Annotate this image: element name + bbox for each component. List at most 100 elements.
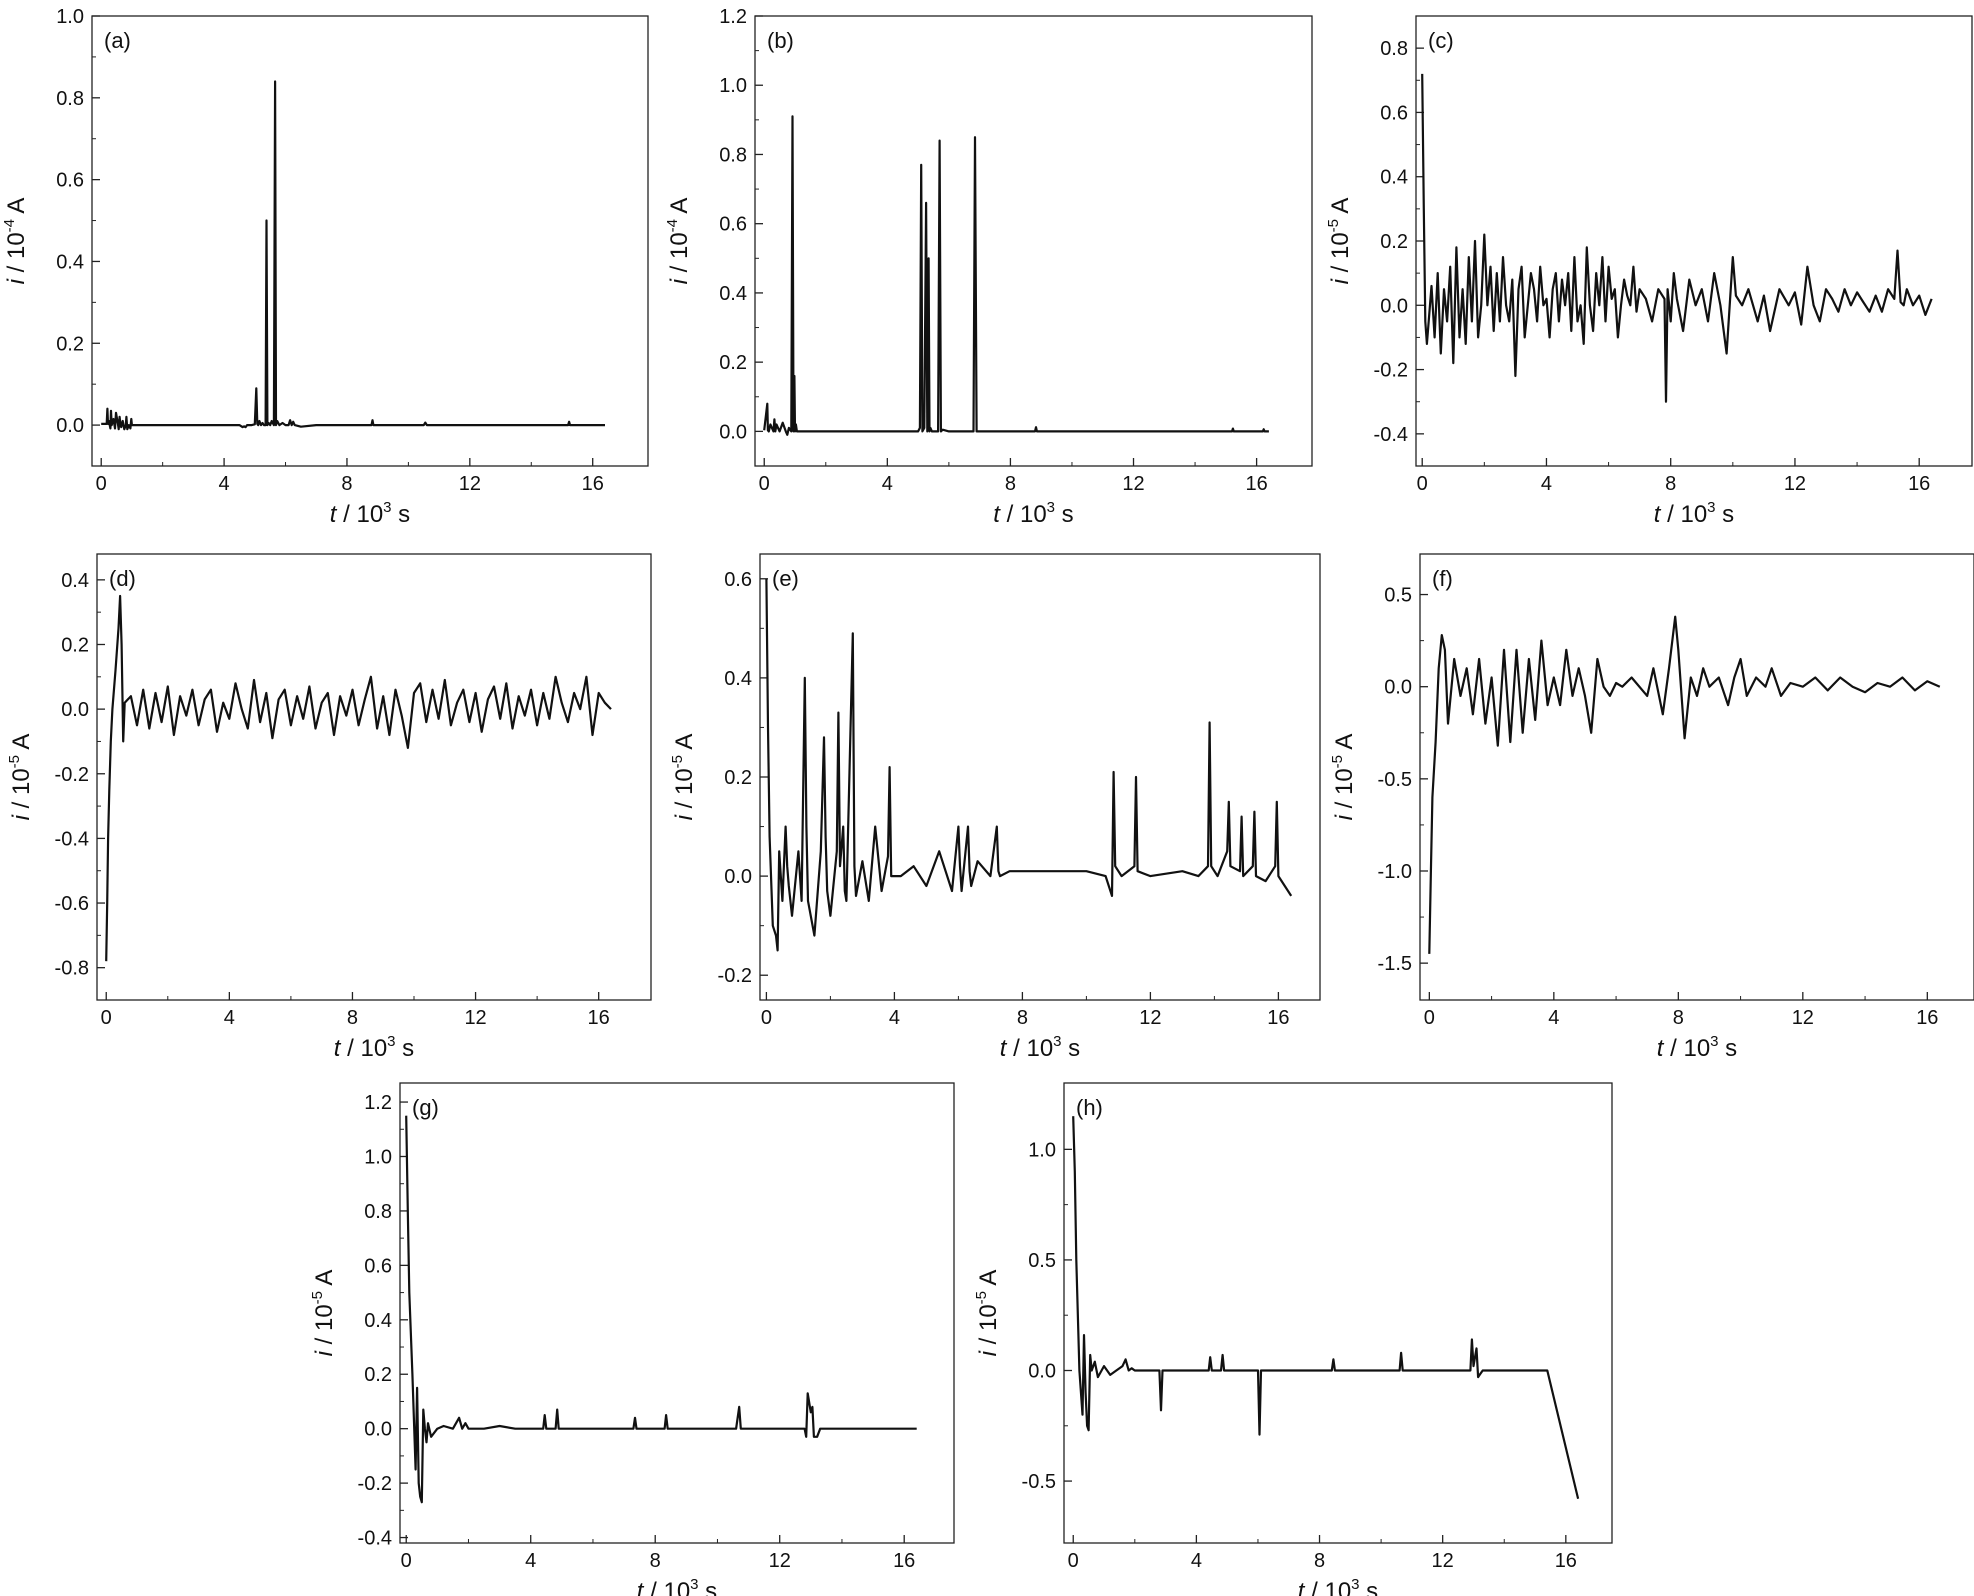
panel-c-y-tick-label: -0.2 <box>1374 360 1408 382</box>
panel-h-x-axis-var: t <box>1298 1578 1306 1596</box>
panel-c-y-axis-exp: -5 <box>1325 219 1342 232</box>
panel-h-series-line <box>1072 1116 1580 1500</box>
panel-f-x-axis-title: t / 103 s <box>1657 1033 1737 1062</box>
panel-f-y-axis-unit: A <box>1331 734 1358 755</box>
panel-e-y-tick-label: 0.6 <box>724 569 752 591</box>
panel-a-x-tick-label: 4 <box>219 473 230 495</box>
panel-c-x-axis-rest: / 10 <box>1660 501 1707 528</box>
panel-g-y-axis-unit: A <box>311 1270 338 1291</box>
panel-c-y-axis-title: i / 10-5 A <box>1325 198 1354 285</box>
panel-b: 0 4 8 12 160.00.20.40.60.81.01.2(b)t / 103 s… <box>664 6 1313 528</box>
panel-h-y-tick-label: 0.0 <box>1028 1361 1056 1383</box>
panel-d-y-tick-label: -0.8 <box>55 958 89 980</box>
panel-c-x-tick-label: 8 <box>1665 473 1676 495</box>
panel-g-label: (g) <box>412 1095 439 1120</box>
panel-g-y-axis-rest: / 10 <box>311 1304 338 1351</box>
panel-b-y-tick-label: 1.2 <box>719 6 747 28</box>
panel-c-x-tick-label: 0 <box>1417 473 1428 495</box>
panel-g-x-axis-unit: s <box>699 1578 718 1596</box>
panel-f-x-tick-label: 12 <box>1792 1007 1814 1029</box>
panel-h-x-tick-label: 12 <box>1432 1550 1454 1572</box>
panel-g-y-tick-label: 1.0 <box>364 1146 392 1168</box>
panel-d-label: (d) <box>109 566 136 591</box>
panel-h-y-axis-unit: A <box>975 1270 1002 1291</box>
panel-a-label: (a) <box>104 28 131 53</box>
panel-c-frame <box>1415 15 1973 467</box>
panel-d-y-axis-title: i / 10-5 A <box>6 734 35 821</box>
panel-f: 0 4 8 12 16-1.5-1.0-0.50.00.5(f)t / 103 si /… <box>1329 553 1974 1062</box>
panel-a-x-axis-unit: s <box>392 501 411 528</box>
panel-a-x-tick-label: 16 <box>582 473 604 495</box>
panel-d-x-tick-label: 8 <box>347 1007 358 1029</box>
panel-d-x-axis-unit: s <box>396 1035 415 1062</box>
panel-g-y-tick-label: 0.8 <box>364 1201 392 1223</box>
panel-d-y-axis-var: i <box>8 814 35 820</box>
panel-b-label: (b) <box>767 28 794 53</box>
panel-a-y-axis-title: i / 10-4 A <box>1 198 30 285</box>
panel-a-y-tick-label: 0.4 <box>56 251 84 273</box>
panel-g-y-axis-var: i <box>311 1350 338 1356</box>
panel-d-x-tick-label: 16 <box>588 1007 610 1029</box>
panel-g-y-axis-exp: -5 <box>309 1291 326 1304</box>
panel-a-series-line <box>101 80 605 431</box>
panel-e-x-tick-label: 0 <box>761 1007 772 1029</box>
panel-e-frame <box>759 553 1321 1001</box>
panel-a-y-tick-label: 0.6 <box>56 170 84 192</box>
panel-f-label: (f) <box>1432 566 1453 591</box>
panel-e-y-axis-exp: -5 <box>669 755 686 768</box>
panel-g-x-tick-label: 0 <box>401 1550 412 1572</box>
panel-b-x-axis-title: t / 103 s <box>993 499 1073 528</box>
panel-b-y-axis-rest: / 10 <box>666 232 693 279</box>
panel-b-series-line <box>763 115 1269 436</box>
panel-e-x-tick-label: 16 <box>1267 1007 1289 1029</box>
panel-h-x-axis-unit: s <box>1360 1578 1379 1596</box>
panel-h: 0 4 8 12 16-0.50.00.51.0(h)t / 103 si / 10-5… <box>973 1082 1613 1596</box>
panel-e-series-line <box>765 578 1293 952</box>
panel-e-y-tick-label: 0.2 <box>724 767 752 789</box>
panel-a-y-axis-exp: -4 <box>1 219 18 232</box>
panel-h-y-axis-rest: / 10 <box>975 1304 1002 1351</box>
panel-a-y-tick-label: 1.0 <box>56 6 84 28</box>
panel-f-x-tick-label: 16 <box>1916 1007 1938 1029</box>
panel-g-x-axis-exp: 3 <box>690 1576 698 1593</box>
panel-g-y-tick-label: 0.4 <box>364 1310 392 1332</box>
panel-c-label: (c) <box>1428 28 1454 53</box>
panel-d-y-tick-label: -0.6 <box>55 893 89 915</box>
panel-g-y-tick-label: -0.4 <box>358 1528 392 1550</box>
panel-g-x-tick-label: 8 <box>650 1550 661 1572</box>
panel-h-frame <box>1063 1082 1613 1544</box>
panel-d-y-axis-unit: A <box>8 734 35 755</box>
panel-e-x-tick-label: 8 <box>1017 1007 1028 1029</box>
panel-e-x-axis-unit: s <box>1062 1035 1081 1062</box>
panel-d-x-axis-exp: 3 <box>387 1033 395 1050</box>
panel-d-y-tick-label: 0.4 <box>61 570 89 592</box>
panel-b-y-axis-title: i / 10-4 A <box>664 198 693 285</box>
panel-b-x-tick-label: 8 <box>1005 473 1016 495</box>
panel-f-x-axis-var: t <box>1657 1035 1665 1062</box>
panel-c-x-tick-label: 12 <box>1784 473 1806 495</box>
panel-f-x-tick-label: 4 <box>1548 1007 1559 1029</box>
panel-c-x-tick-label: 4 <box>1541 473 1552 495</box>
panel-g: 0 4 8 12 16 -0.4 -0.2 0.0 0.2 0.4 0.6 0.8 1.0 1.2 (g) t… <box>309 1082 955 1596</box>
panel-b-y-tick-label: 1.0 <box>719 75 747 97</box>
panel-c-y-axis-var: i <box>1327 278 1354 284</box>
panel-f-x-tick-label: 0 <box>1424 1007 1435 1029</box>
panel-c-y-tick-label: 0.2 <box>1380 231 1408 253</box>
panel-d-x-tick-label: 0 <box>101 1007 112 1029</box>
panel-d-frame <box>96 553 652 1001</box>
panel-e-y-axis-var: i <box>671 814 698 820</box>
panel-a-y-tick-label: 0.2 <box>56 333 84 355</box>
panel-d: 0 4 8 12 16 -0.8 -0.6 -0.4 -0.2 0.0 0.2 0.4 (d) t / 1… <box>6 553 652 1062</box>
panel-a-x-tick-label: 8 <box>341 473 352 495</box>
panel-c-y-axis-rest: / 10 <box>1327 232 1354 279</box>
panel-a-y-axis-rest: / 10 <box>3 232 30 279</box>
panel-d-y-axis-exp: -5 <box>6 755 23 768</box>
panel-f-y-axis-var: i <box>1331 814 1358 820</box>
panel-e-y-axis-unit: A <box>671 734 698 755</box>
panel-h-y-axis-title: i / 10-5 A <box>973 1270 1002 1357</box>
panel-c-series-line <box>1421 73 1933 403</box>
panel-g-x-tick-label: 4 <box>525 1550 536 1572</box>
panel-c-x-axis-unit: s <box>1716 501 1735 528</box>
panel-d-x-axis-title: t / 103 s <box>334 1033 414 1062</box>
panel-g-x-axis-var: t <box>637 1578 645 1596</box>
